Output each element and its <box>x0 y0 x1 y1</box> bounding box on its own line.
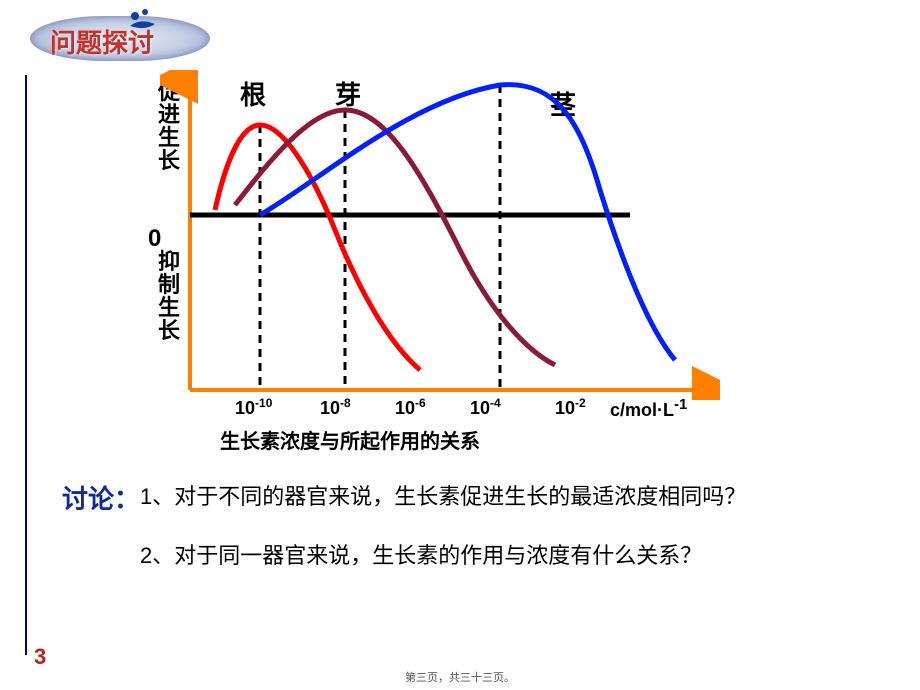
chart-caption: 生长素浓度与所起作用的关系 <box>220 425 480 454</box>
x-tick: 10-4 <box>470 396 501 419</box>
header-badge: 问题探讨 <box>30 8 210 63</box>
q2-num: 2、 <box>140 543 174 568</box>
q1-text: 对于不同的器官来说，生长素促进生长的最适浓度相同吗？ <box>174 484 746 509</box>
page-number: 3 <box>34 644 46 670</box>
chart-area: 促进生长 0 抑制生长 根 芽 茎 10-1010-810-610-410-2 … <box>160 70 720 440</box>
chart-svg <box>160 70 720 400</box>
x-tick: 10-10 <box>235 396 272 419</box>
q2-text: 对于同一器官来说，生长素的作用与浓度有什么关系？ <box>174 543 702 568</box>
x-tick: 10-8 <box>320 396 351 419</box>
discussion-title: 讨论： <box>62 485 140 514</box>
x-tick: 10-6 <box>395 396 426 419</box>
discussion-block: 讨论： 1、对于不同的器官来说，生长素促进生长的最适浓度相同吗？ 2、对于同一器… <box>50 480 870 592</box>
x-tick: 10-2 <box>555 396 586 419</box>
q1-num: 1、 <box>140 484 174 509</box>
footer-text: 第三页，共三十三页。 <box>0 669 920 685</box>
x-axis-label: c/mol·L-1 <box>610 396 687 421</box>
badge-text: 问题探讨 <box>50 23 154 60</box>
vertical-divider <box>25 75 27 655</box>
